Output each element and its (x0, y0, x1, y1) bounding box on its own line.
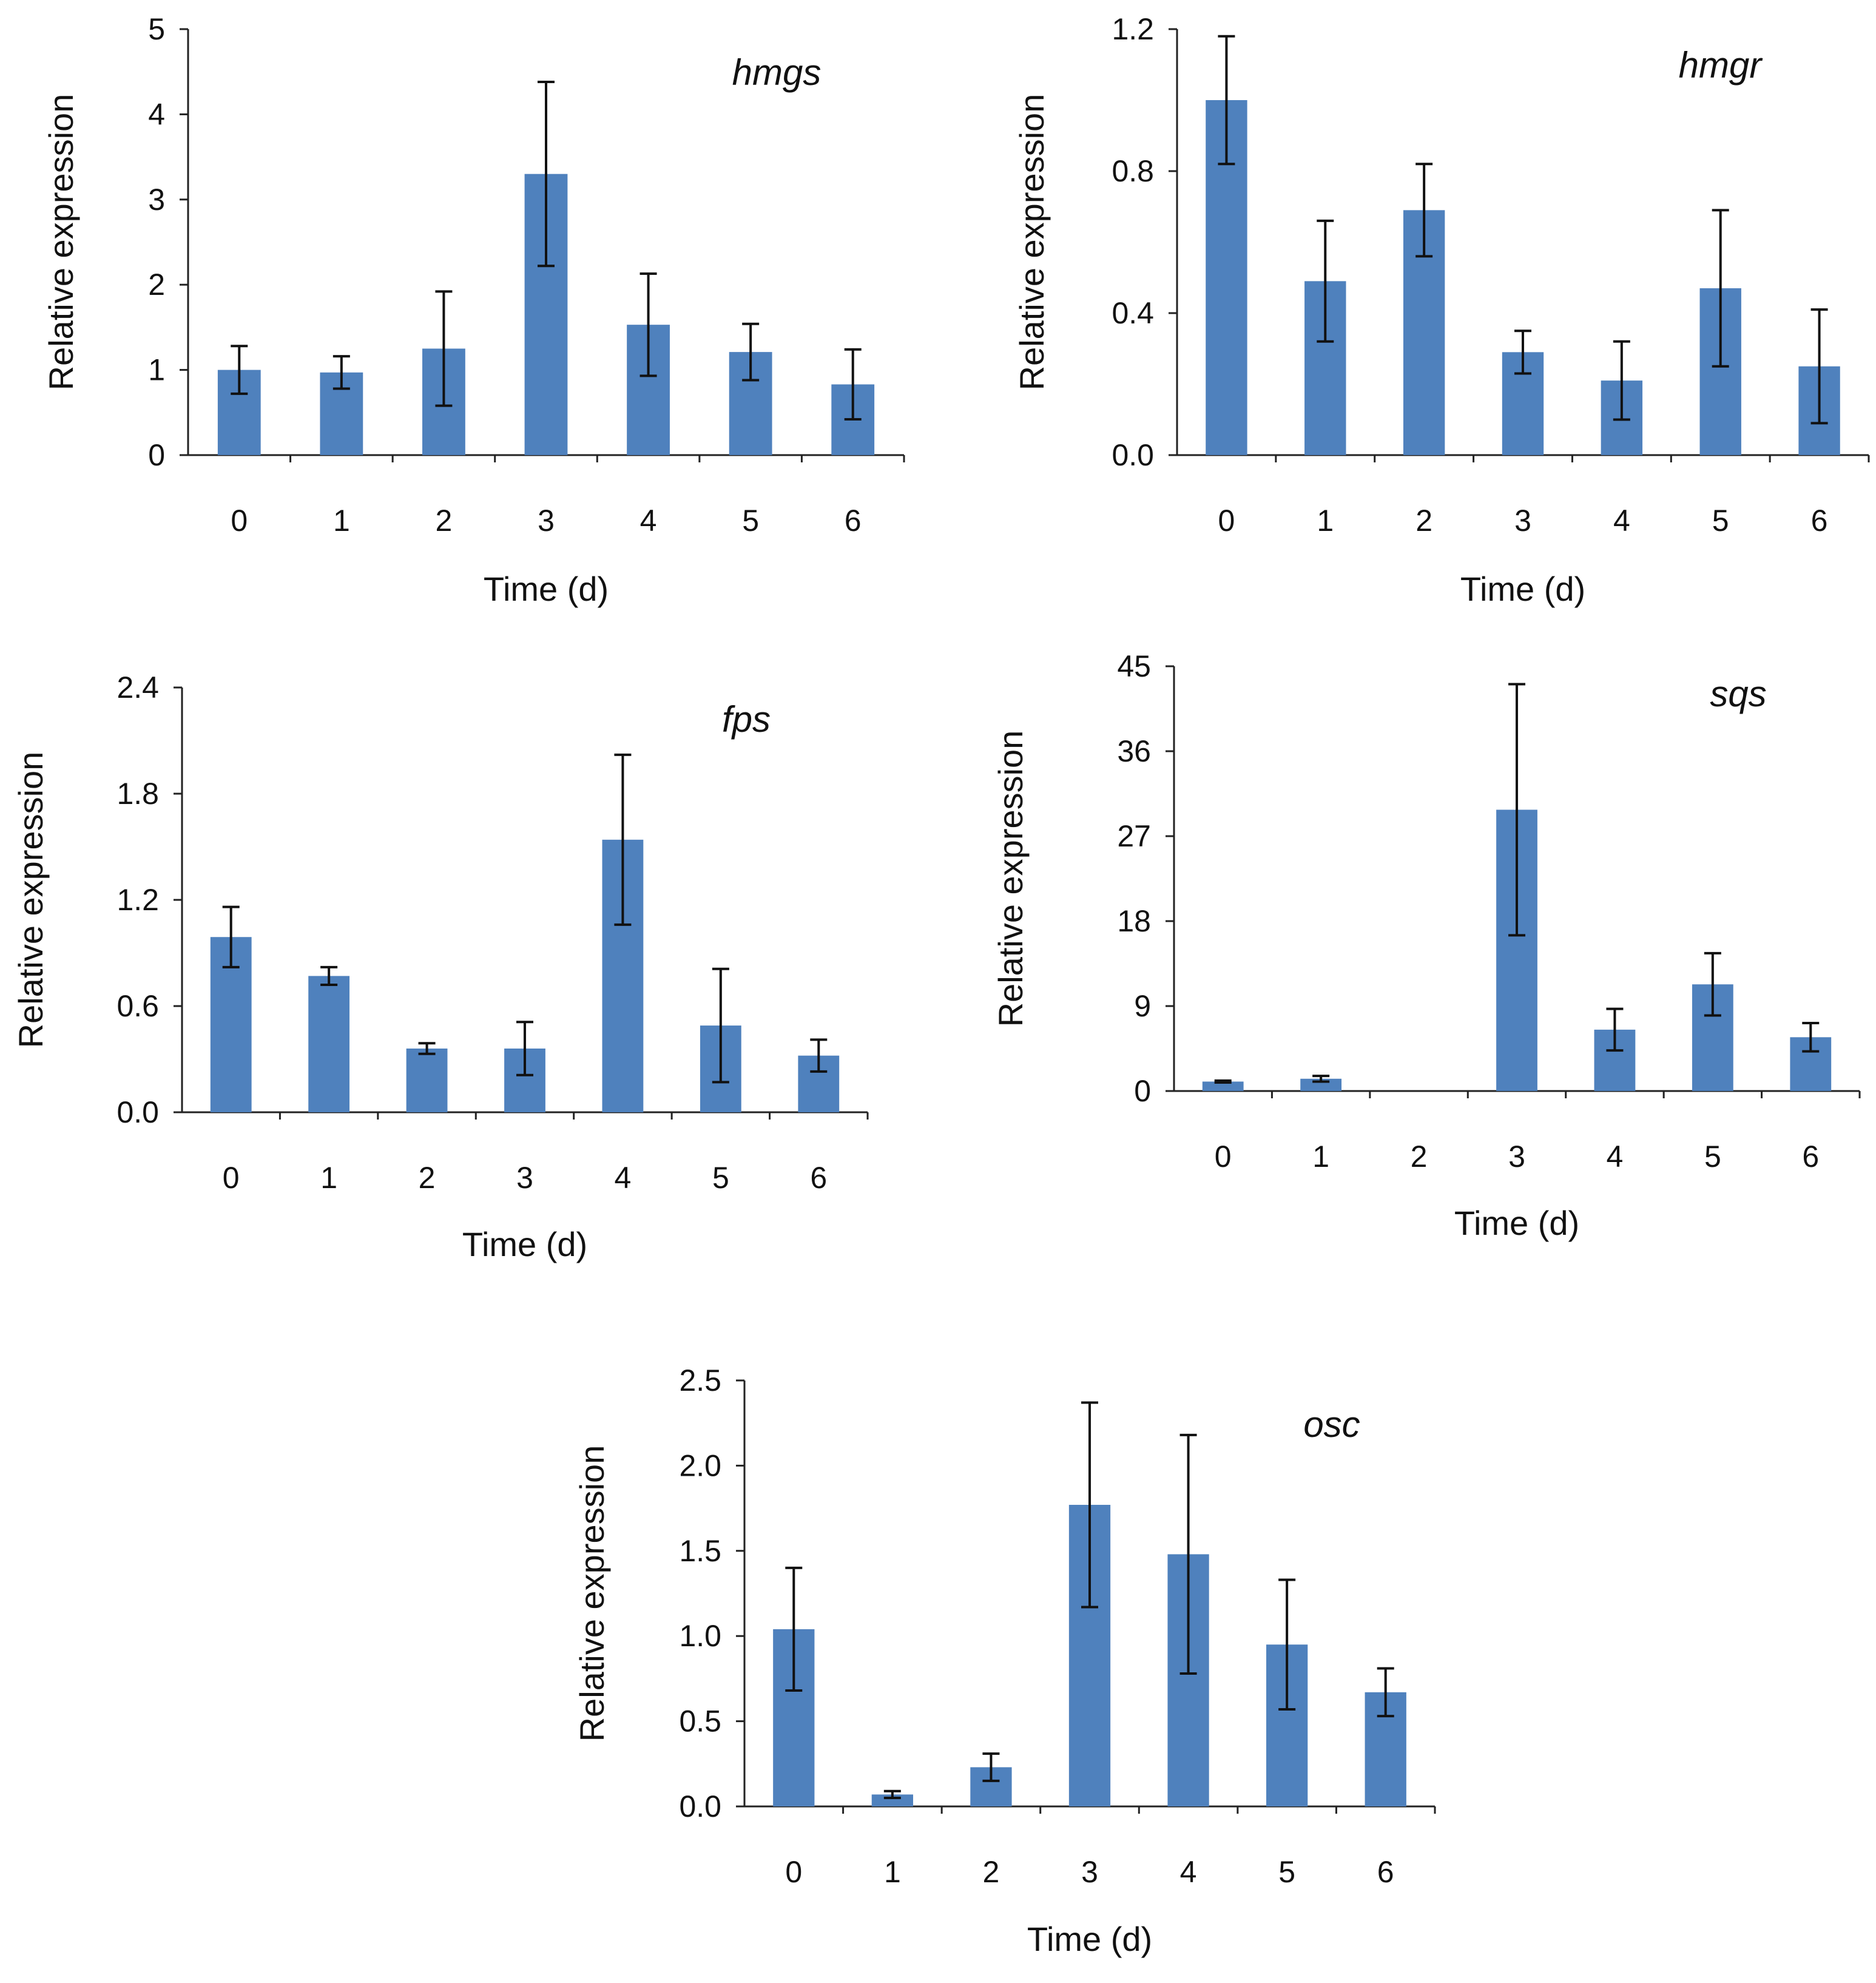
x-tick-label: 3 (516, 1161, 533, 1195)
x-tick-label: 0 (785, 1855, 802, 1889)
chart-panel-osc: 0.0 0.5 1.0 1.5 2.0 2.5 0 1 2 3 4 5 6 osc Time (d) Rela… (573, 1363, 1436, 1958)
x-tick-label: 4 (640, 504, 657, 538)
y-tick-label: 1.2 (116, 883, 159, 917)
x-tick-label: 2 (1411, 1140, 1428, 1174)
x-tick-label: 5 (1712, 504, 1729, 538)
x-axis-title: Time (d) (1460, 570, 1585, 608)
y-tick-label: 0.8 (1112, 154, 1154, 188)
x-tick-label: 1 (333, 504, 350, 538)
y-tick-label: 1.0 (679, 1619, 721, 1653)
x-tick-label: 3 (1514, 504, 1531, 538)
y-tick-label: 4 (148, 97, 165, 131)
y-tick-label: 1.5 (679, 1534, 721, 1568)
x-tick-label: 6 (810, 1161, 827, 1195)
bar-day-2 (406, 1049, 448, 1112)
x-tick-label: 0 (1215, 1140, 1232, 1174)
y-tick-label: 2.5 (679, 1363, 721, 1397)
y-tick-label: 27 (1117, 819, 1151, 853)
chart-panel-fps: 0.0 0.6 1.2 1.8 2.4 0 1 2 3 4 5 6 fps Time (d) Relativ… (12, 671, 869, 1263)
y-tick-label: 18 (1117, 904, 1151, 938)
y-tick-label: 1.8 (116, 777, 159, 811)
y-axis-title: Relative expression (991, 731, 1030, 1027)
y-axis-title: Relative expression (1013, 94, 1051, 391)
x-tick-label: 0 (231, 504, 248, 538)
y-tick-label: 5 (148, 12, 165, 46)
y-axis-title: Relative expression (42, 94, 80, 391)
y-axis-title: Relative expression (573, 1445, 611, 1742)
y-tick-label: 0.5 (679, 1704, 721, 1738)
x-tick-label: 4 (1613, 504, 1630, 538)
chart-title: fps (722, 699, 771, 740)
y-tick-label: 0.6 (116, 989, 159, 1023)
x-axis-title: Time (d) (484, 570, 609, 608)
x-tick-label: 3 (538, 504, 555, 538)
y-axis-title: Relative expression (12, 752, 50, 1049)
x-tick-label: 3 (1508, 1140, 1525, 1174)
x-tick-label: 0 (223, 1161, 240, 1195)
y-tick-label: 9 (1134, 989, 1151, 1023)
chart-panel-hmgr: 0.0 0.4 0.8 1.2 0 1 2 3 4 5 6 hmgr Time (d) Relative … (1013, 12, 1870, 608)
x-tick-label: 2 (983, 1855, 1000, 1889)
x-tick-label: 1 (1312, 1140, 1329, 1174)
y-tick-label: 36 (1117, 734, 1151, 768)
y-tick-label: 45 (1117, 649, 1151, 683)
x-tick-label: 4 (615, 1161, 632, 1195)
chart-title: hmgr (1679, 45, 1763, 86)
x-tick-label: 6 (845, 504, 862, 538)
bar-day-0 (1202, 1081, 1244, 1091)
x-tick-label: 3 (1081, 1855, 1098, 1889)
x-tick-label: 6 (1377, 1855, 1394, 1889)
x-tick-label: 1 (320, 1161, 337, 1195)
x-axis-title: Time (d) (1454, 1204, 1579, 1242)
y-tick-label: 0.4 (1112, 296, 1154, 330)
y-tick-label: 0 (148, 438, 165, 472)
y-tick-label: 2 (148, 268, 165, 302)
y-tick-label: 0.0 (1112, 438, 1154, 472)
y-tick-label: 0.0 (679, 1789, 721, 1823)
bar-day-1 (308, 976, 350, 1112)
y-tick-label: 2.4 (116, 671, 159, 704)
y-tick-label: 0 (1134, 1074, 1151, 1108)
x-tick-label: 6 (1802, 1140, 1819, 1174)
x-tick-label: 4 (1607, 1140, 1624, 1174)
x-axis-title: Time (d) (1027, 1920, 1152, 1958)
chart-title: sqs (1710, 674, 1766, 714)
x-tick-label: 2 (419, 1161, 436, 1195)
x-tick-label: 2 (436, 504, 453, 538)
y-tick-label: 1 (148, 353, 165, 387)
y-tick-label: 3 (148, 183, 165, 217)
bar-day-1 (1300, 1078, 1342, 1091)
x-tick-label: 2 (1415, 504, 1432, 538)
x-tick-label: 5 (742, 504, 759, 538)
y-tick-label: 1.2 (1112, 12, 1154, 46)
x-tick-label: 5 (712, 1161, 729, 1195)
bar-day-1 (871, 1794, 913, 1806)
x-tick-label: 1 (1317, 504, 1334, 538)
chart-title: osc (1303, 1404, 1360, 1445)
x-tick-label: 4 (1180, 1855, 1197, 1889)
x-tick-label: 5 (1278, 1855, 1295, 1889)
x-axis-title: Time (d) (462, 1225, 587, 1263)
y-tick-label: 0.0 (116, 1095, 159, 1129)
x-tick-label: 5 (1704, 1140, 1721, 1174)
chart-panel-hmgs: 0 1 2 3 4 5 0 1 2 3 4 5 6 hmgs Time (d) Relative expres… (42, 12, 905, 608)
y-tick-label: 2.0 (679, 1448, 721, 1482)
x-tick-label: 1 (884, 1855, 901, 1889)
x-tick-label: 0 (1218, 504, 1235, 538)
x-tick-label: 6 (1811, 504, 1828, 538)
chart-title: hmgs (732, 52, 822, 93)
